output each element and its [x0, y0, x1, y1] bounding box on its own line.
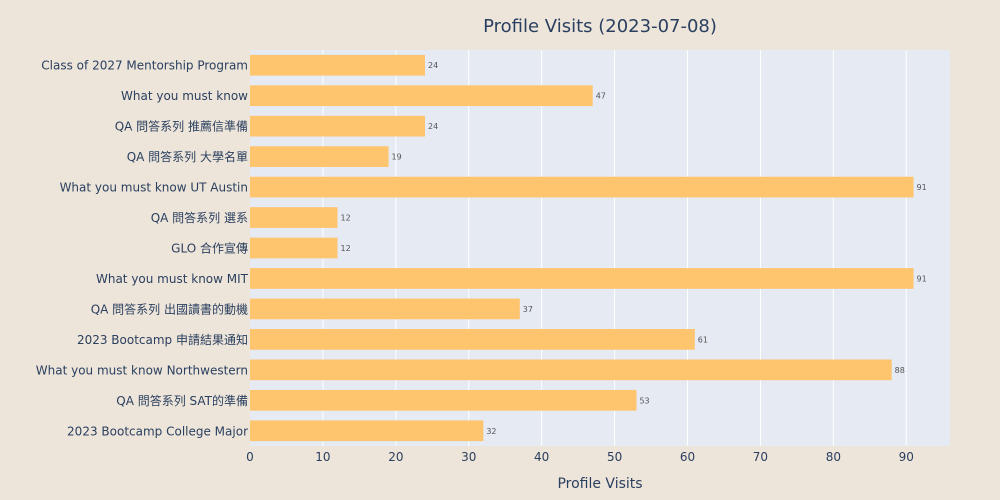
y-tick-label: What you must know MIT [96, 272, 249, 286]
bar [250, 207, 338, 228]
bar [250, 54, 425, 76]
bar-value-label: 88 [895, 366, 905, 375]
x-axis-title: Profile Visits [557, 476, 642, 492]
bar-value-label: 12 [341, 214, 351, 223]
bar [250, 420, 484, 442]
x-tick-label: 40 [534, 450, 549, 464]
y-tick-label: What you must know [121, 89, 248, 103]
x-tick-label: 50 [607, 450, 622, 464]
x-tick-label: 20 [388, 450, 403, 464]
y-tick-label: Class of 2027 Mentorship Program [41, 59, 248, 73]
bar-value-label: 91 [917, 274, 927, 283]
x-tick-label: 60 [680, 450, 695, 464]
value-labels: 24 47 24 19 91 12 12 91 37 61 88 53 32 [341, 61, 927, 436]
bar [250, 298, 520, 320]
bar [250, 389, 637, 411]
x-tick-label: 30 [461, 450, 476, 464]
y-tick-label: QA 問答系列 大學名單 [127, 149, 248, 164]
y-tick-label: QA 問答系列 出國讀書的動機 [91, 301, 248, 316]
bar-value-label: 53 [639, 396, 649, 405]
bar [250, 268, 914, 289]
bar-value-label: 37 [523, 305, 533, 314]
y-axis-tick-labels: Class of 2027 Mentorship Program What you… [36, 59, 249, 439]
bar-value-label: 47 [596, 92, 606, 101]
bar-value-label: 24 [428, 122, 438, 131]
bar-value-label: 12 [341, 244, 351, 253]
y-tick-label: GLO 合作宣傳 [171, 241, 248, 256]
bar [250, 176, 914, 198]
bar-value-label: 91 [917, 183, 927, 192]
bar [250, 146, 389, 167]
y-tick-label: What you must know Northwestern [36, 363, 248, 377]
y-tick-label: 2023 Bootcamp College Major [67, 424, 248, 438]
bar [250, 329, 695, 350]
x-axis-tick-labels: 0 10 20 30 40 50 60 70 80 90 [246, 450, 914, 464]
bar-value-label: 19 [392, 153, 402, 162]
bar [250, 115, 425, 137]
y-tick-label: QA 問答系列 推薦信準備 [115, 119, 248, 134]
x-tick-label: 0 [246, 450, 254, 464]
plot-area [250, 50, 950, 446]
x-tick-label: 90 [899, 450, 914, 464]
chart-title: Profile Visits (2023-07-08) [483, 16, 717, 37]
bar-value-label: 32 [486, 427, 496, 436]
bar [250, 237, 338, 259]
bar-value-label: 24 [428, 61, 438, 70]
y-tick-label: QA 問答系列 SAT的準備 [116, 393, 248, 408]
y-tick-label: QA 問答系列 選系 [151, 210, 248, 225]
x-tick-label: 70 [753, 450, 768, 464]
y-tick-label: 2023 Bootcamp 申請結果通知 [77, 333, 248, 347]
bar-value-label: 61 [698, 335, 708, 344]
bar [250, 359, 892, 381]
y-tick-label: What you must know UT Austin [60, 181, 248, 195]
x-tick-label: 80 [826, 450, 841, 464]
bars [250, 54, 914, 442]
bar [250, 85, 593, 107]
x-tick-label: 10 [315, 450, 330, 464]
